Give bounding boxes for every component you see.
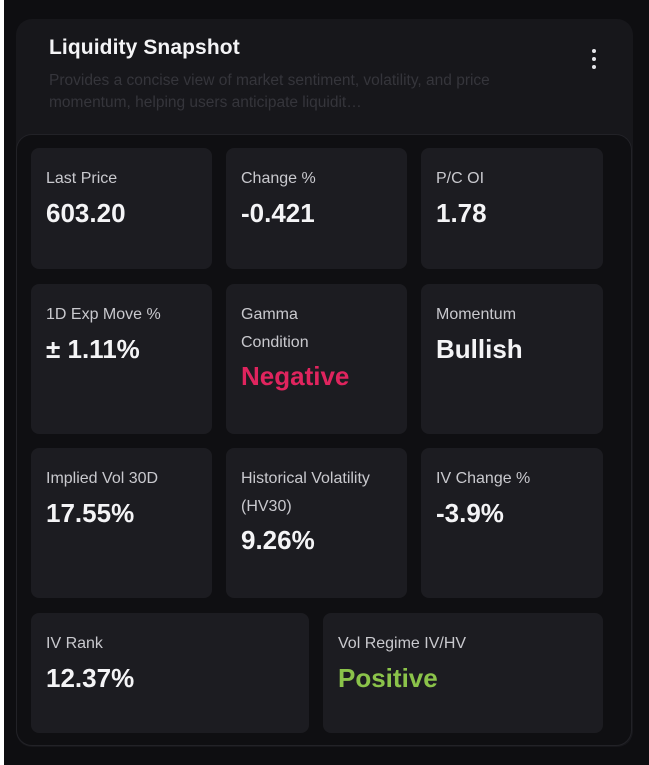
metric-label: Change % [241,170,316,187]
metric-tile-gamma: Gamma Condition Negative [226,284,407,434]
metric-value: -0.421 [241,198,315,228]
metric-value: -3.9% [436,498,504,528]
metric-value-negative: Negative [241,361,350,391]
metric-tile-change-pct: Change % -0.421 [226,148,407,269]
menu-dot [592,49,596,53]
metric-tile-exp-move: 1D Exp Move % ± 1.11% [31,284,212,434]
metric-value: Bullish [436,334,523,364]
metric-label: Gamma Condition [241,306,309,351]
metric-tile-last-price: Last Price 603.20 [31,148,212,269]
metric-label: Momentum [436,306,517,323]
metric-value: 12.37% [46,663,135,693]
metric-label: IV Rank [46,635,103,652]
card-title: Liquidity Snapshot [49,36,240,59]
metric-value: 603.20 [46,198,126,228]
metric-label: IV Change % [436,470,531,487]
metric-value: 9.26% [241,525,315,555]
metric-tile-momentum: Momentum Bullish [421,284,603,434]
metric-tile-hist-vol: Historical Volatility (HV30) 9.26% [226,448,407,598]
metric-label: Historical Volatility (HV30) [241,470,370,515]
metric-tile-implied-vol: Implied Vol 30D 17.55% [31,448,212,598]
metric-tile-vol-regime: Vol Regime IV/HV Positive [323,613,603,733]
metric-value: ± 1.11% [46,334,140,364]
card-description: Provides a concise view of market sentim… [49,72,490,111]
metric-label: Vol Regime IV/HV [338,635,467,652]
menu-dot [592,57,596,61]
metric-value: 17.55% [46,498,135,528]
more-vertical-icon[interactable] [584,46,604,72]
metric-tile-pc-oi: P/C OI 1.78 [421,148,603,269]
metric-value: 1.78 [436,198,487,228]
metric-tile-iv-change: IV Change % -3.9% [421,448,603,598]
metric-tile-iv-rank: IV Rank 12.37% [31,613,309,733]
metric-label: 1D Exp Move % [46,306,161,323]
metric-label: Implied Vol 30D [46,470,159,487]
menu-dot [592,65,596,69]
metric-label: P/C OI [436,170,485,187]
metric-label: Last Price [46,170,118,187]
metric-value-positive: Positive [338,663,438,693]
